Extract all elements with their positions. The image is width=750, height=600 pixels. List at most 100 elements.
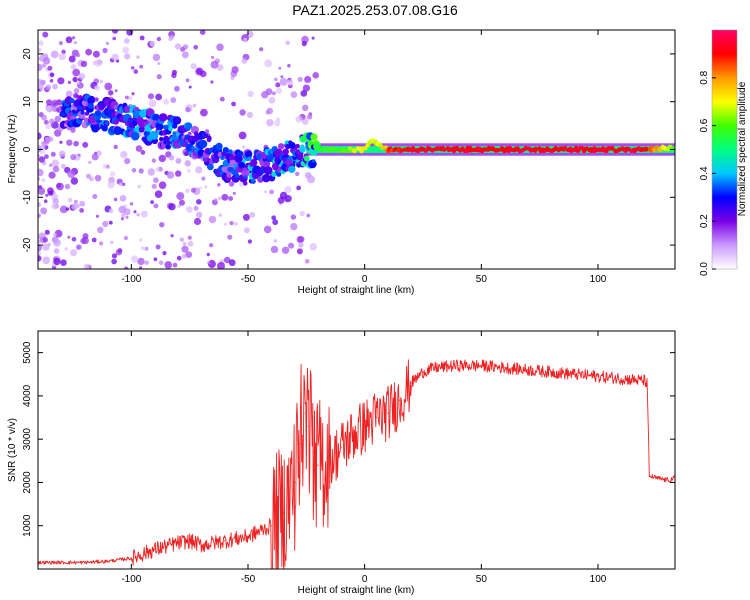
noise-dot (110, 240, 114, 245)
noise-dot (45, 105, 54, 113)
noise-dot (73, 41, 77, 45)
ridge-cell (60, 112, 66, 117)
noise-dot (190, 63, 197, 70)
noise-dot (39, 86, 44, 92)
spectrogram-x-label: Height of straight line (km) (298, 285, 415, 296)
noise-dot (131, 92, 135, 96)
noise-dot (46, 99, 53, 106)
noise-dot (271, 215, 277, 221)
ridge-cell (94, 97, 99, 102)
ridge-cell (291, 143, 296, 148)
noise-dot (306, 114, 313, 120)
noise-dot (114, 89, 118, 93)
snr-data-point (648, 475, 650, 477)
ridge-cell (130, 131, 140, 141)
noise-dot (311, 36, 315, 40)
noise-dot (51, 99, 59, 108)
ridge-cell (158, 123, 164, 130)
snr-data-point (550, 371, 552, 373)
noise-dot (118, 205, 126, 214)
figure-title: PAZ1.2025.253.07.08.G16 (292, 2, 458, 18)
noise-dot (45, 84, 52, 91)
snr-data-point (200, 544, 202, 546)
snr-y-ticks: 1000 2000 3000 4000 5000 (22, 341, 675, 537)
snr-data-point (597, 375, 599, 377)
noise-dot (298, 242, 304, 248)
ridge-cell (220, 155, 225, 161)
y-tick-label: 0 (22, 146, 33, 152)
noise-dot (242, 213, 250, 221)
noise-dot (47, 242, 52, 247)
noise-dot (43, 199, 48, 203)
noise-dot (290, 222, 298, 231)
noise-dot (144, 260, 149, 266)
noise-dot (304, 258, 310, 264)
snr-data-point (303, 412, 305, 414)
noise-dot (108, 208, 114, 214)
y-tick-label: 5000 (22, 341, 33, 364)
noise-dot (59, 140, 63, 144)
noise-dot (54, 229, 63, 238)
colorbar-scale (712, 30, 737, 269)
noise-dot (65, 207, 70, 211)
noise-dot (214, 198, 218, 202)
spectrogram-x-ticks: -100 -50 0 50 100 (121, 30, 607, 285)
ridge-cell (241, 169, 250, 178)
noise-dot (82, 141, 89, 148)
noise-dot (73, 93, 79, 99)
snr-data-point (410, 382, 412, 384)
noise-dot (42, 256, 51, 265)
noise-dot (38, 255, 42, 262)
noise-dot (295, 171, 300, 177)
noise-dot (199, 70, 207, 78)
noise-dot (56, 182, 64, 191)
noise-dot (78, 73, 86, 80)
snr-data-point (154, 548, 156, 551)
noise-dot (92, 60, 98, 65)
noise-dot (242, 145, 246, 149)
noise-dot (94, 174, 102, 182)
noise-dot (59, 205, 68, 214)
noise-dot (108, 220, 113, 225)
snr-data-point (646, 382, 648, 384)
noise-dot (209, 243, 214, 248)
noise-dot (42, 237, 48, 243)
colorbar-tick-label: 0.6 (699, 118, 710, 132)
snr-data-point (177, 542, 179, 544)
ridge-cell (562, 145, 568, 151)
noise-dot (154, 190, 163, 198)
ridge-cell (288, 165, 296, 173)
ridge-cell (276, 171, 282, 177)
noise-dot (102, 163, 108, 169)
ridge-cell (250, 178, 256, 183)
noise-dot (284, 195, 292, 203)
noise-dot (85, 173, 92, 179)
noise-dot (273, 239, 278, 243)
noise-dot (196, 199, 202, 205)
y-tick-label: 10 (22, 96, 33, 108)
noise-dot (207, 261, 211, 265)
noise-dot (186, 206, 193, 213)
noise-dot (185, 251, 193, 258)
noise-dot (204, 185, 208, 189)
ridge-cell (303, 155, 310, 162)
snr-data-point (312, 451, 314, 453)
snr-frame (37, 330, 676, 570)
snr-data-point (457, 365, 459, 367)
ridge-cell (222, 147, 229, 154)
y-tick-label: -10 (22, 190, 33, 205)
noise-dot (279, 78, 288, 86)
snr-data-point (247, 535, 249, 538)
noise-dot (104, 82, 113, 91)
noise-dot (193, 217, 202, 226)
noise-dot (77, 153, 81, 157)
noise-dot (53, 238, 61, 247)
noise-dot (150, 200, 155, 205)
ridge-cell (83, 117, 89, 123)
noise-dot (179, 199, 185, 206)
noise-dot (136, 55, 140, 59)
noise-dot (172, 262, 178, 268)
snr-data-point (224, 540, 226, 542)
noise-dot (42, 243, 50, 251)
noise-dot (109, 171, 116, 177)
